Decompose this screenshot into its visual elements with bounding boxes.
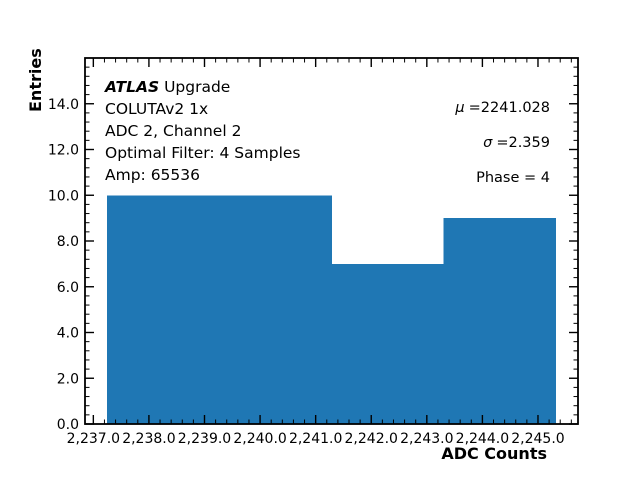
annotation-line-2: COLUTAv2 1x <box>105 100 209 118</box>
mu-value: =2241.028 <box>468 100 550 116</box>
x-tick-label: 2,239.0 <box>178 431 231 447</box>
sigma-symbol: σ <box>483 135 493 151</box>
histogram-bar <box>331 263 444 424</box>
annotation-line-4: Optimal Filter: 4 Samples <box>105 144 301 162</box>
histogram-bar <box>219 195 332 424</box>
y-tick-label: 4.0 <box>57 326 79 342</box>
x-tick-label: 2,243.0 <box>400 431 453 447</box>
annotation-line-1: ATLAS Upgrade <box>105 76 301 98</box>
y-axis-title: Entries <box>26 48 45 112</box>
x-axis-title: ADC Counts <box>441 444 547 463</box>
atlas-brand-label: ATLAS <box>105 78 160 96</box>
y-tick-label: 0.0 <box>57 417 79 433</box>
x-tick-label: 2,240.0 <box>233 431 286 447</box>
x-tick-label: 2,238.0 <box>122 431 175 447</box>
histogram-bar <box>443 218 556 424</box>
x-tick-label: 2,237.0 <box>67 431 120 447</box>
sigma-value: =2.359 <box>496 135 550 151</box>
x-tick-label: 2,241.0 <box>289 431 342 447</box>
plot-frame <box>84 57 579 425</box>
atlas-brand-suffix: Upgrade <box>164 78 231 96</box>
y-tick-label: 6.0 <box>57 280 79 296</box>
y-tick-label: 14.0 <box>48 97 79 113</box>
mu-symbol: μ <box>455 100 465 116</box>
stat-phase: Phase = 4 <box>476 170 550 186</box>
y-tick-label: 10.0 <box>48 188 79 204</box>
annotation-block: ATLAS Upgrade COLUTAv2 1x ADC 2, Channel… <box>105 76 301 186</box>
stat-sigma: σ =2.359 <box>483 135 550 151</box>
annotation-line-5: Amp: 65536 <box>105 166 200 184</box>
x-tick-label: 2,242.0 <box>345 431 398 447</box>
annotation-line-3: ADC 2, Channel 2 <box>105 122 242 140</box>
x-tick-label: 2,245.0 <box>511 431 564 447</box>
y-tick-label: 8.0 <box>57 234 79 250</box>
x-tick-label: 2,244.0 <box>456 431 509 447</box>
y-tick-label: 12.0 <box>48 143 79 159</box>
histogram-bar <box>107 195 220 424</box>
stat-mu: μ =2241.028 <box>455 100 550 116</box>
y-tick-label: 2.0 <box>57 371 79 387</box>
